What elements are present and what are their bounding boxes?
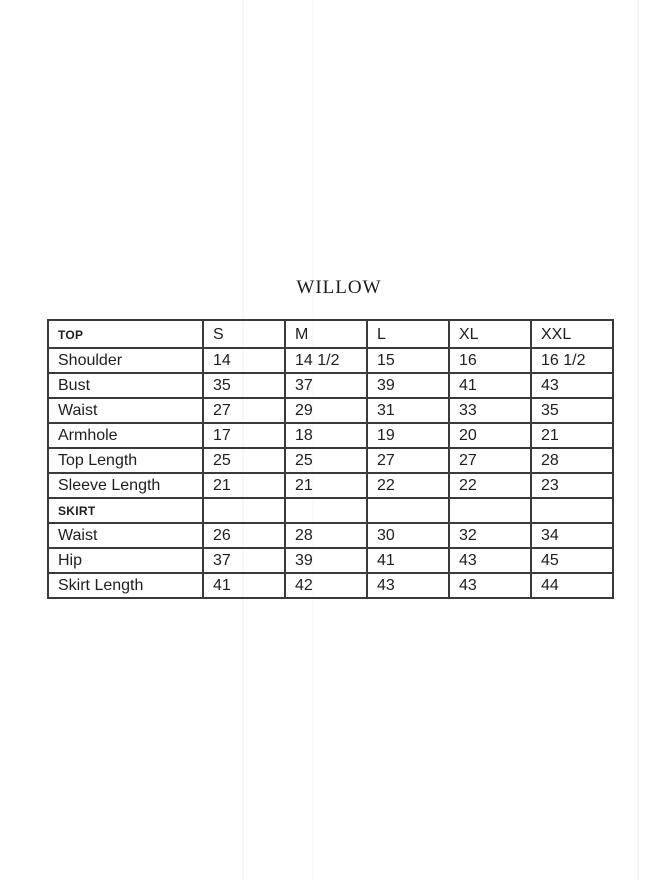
table-row: Shoulder 14 14 1/2 15 16 16 1/2 bbox=[47, 347, 614, 374]
row-label: Top Length bbox=[47, 447, 204, 474]
row-label: Shoulder bbox=[47, 347, 204, 374]
measurement-value-cell: 41 bbox=[202, 572, 286, 599]
section-header-row: SKIRT bbox=[47, 497, 614, 524]
measurement-value-cell: 21 bbox=[530, 422, 614, 449]
measurement-value-cell: 41 bbox=[366, 547, 450, 574]
measurement-value-cell: 25 bbox=[284, 447, 368, 474]
measurement-value-cell: 42 bbox=[284, 572, 368, 599]
measurement-value-cell: 43 bbox=[448, 547, 532, 574]
table-row: Waist 26 28 30 32 34 bbox=[47, 522, 614, 549]
size-column-header: XXL bbox=[530, 319, 614, 349]
measurement-value-cell bbox=[366, 497, 450, 524]
row-label: Bust bbox=[47, 372, 204, 399]
table-row: Bust 35 37 39 41 43 bbox=[47, 372, 614, 399]
size-column-header: S bbox=[202, 319, 286, 349]
measurement-value-cell: 43 bbox=[448, 572, 532, 599]
measurement-value-cell bbox=[448, 497, 532, 524]
measurement-value-cell: 31 bbox=[366, 397, 450, 424]
table-row: Sleeve Length 21 21 22 22 23 bbox=[47, 472, 614, 499]
measurement-value-cell: 16 1/2 bbox=[530, 347, 614, 374]
measurement-value-cell: 35 bbox=[202, 372, 286, 399]
measurement-value-cell: 28 bbox=[284, 522, 368, 549]
measurement-value-cell bbox=[530, 497, 614, 524]
scan-artifact-line bbox=[637, 0, 639, 880]
measurement-value-cell: 39 bbox=[366, 372, 450, 399]
measurement-value-cell bbox=[284, 497, 368, 524]
size-column-header: M bbox=[284, 319, 368, 349]
size-header-row: TOP S M L XL XXL bbox=[47, 319, 614, 349]
row-label: Armhole bbox=[47, 422, 204, 449]
measurement-value-cell: 22 bbox=[366, 472, 450, 499]
table-row: Skirt Length 41 42 43 43 44 bbox=[47, 572, 614, 599]
section-label-top: TOP bbox=[47, 319, 204, 349]
measurement-value-cell: 18 bbox=[284, 422, 368, 449]
row-label: Sleeve Length bbox=[47, 472, 204, 499]
table-row: Armhole 17 18 19 20 21 bbox=[47, 422, 614, 449]
row-label: Waist bbox=[47, 522, 204, 549]
measurement-value-cell: 17 bbox=[202, 422, 286, 449]
table-row: Top Length 25 25 27 27 28 bbox=[47, 447, 614, 474]
measurement-value-cell: 19 bbox=[366, 422, 450, 449]
measurement-value-cell: 22 bbox=[448, 472, 532, 499]
measurement-value-cell: 28 bbox=[530, 447, 614, 474]
section-label-skirt: SKIRT bbox=[47, 497, 204, 524]
table-row: Hip 37 39 41 43 45 bbox=[47, 547, 614, 574]
measurement-value-cell: 20 bbox=[448, 422, 532, 449]
measurement-value-cell: 21 bbox=[284, 472, 368, 499]
measurement-value-cell: 15 bbox=[366, 347, 450, 374]
row-label: Waist bbox=[47, 397, 204, 424]
measurement-value-cell: 29 bbox=[284, 397, 368, 424]
measurement-value-cell: 14 bbox=[202, 347, 286, 374]
measurement-value-cell: 27 bbox=[202, 397, 286, 424]
page-title: WILLOW bbox=[296, 277, 382, 298]
measurement-value-cell: 21 bbox=[202, 472, 286, 499]
row-label: Hip bbox=[47, 547, 204, 574]
measurement-value-cell: 37 bbox=[202, 547, 286, 574]
measurement-value-cell: 44 bbox=[530, 572, 614, 599]
measurement-value-cell: 14 1/2 bbox=[284, 347, 368, 374]
size-column-header: L bbox=[366, 319, 450, 349]
row-label: Skirt Length bbox=[47, 572, 204, 599]
measurement-value-cell: 26 bbox=[202, 522, 286, 549]
size-column-header: XL bbox=[448, 319, 532, 349]
measurement-value-cell: 27 bbox=[366, 447, 450, 474]
measurement-value-cell bbox=[202, 497, 286, 524]
measurement-value-cell: 27 bbox=[448, 447, 532, 474]
measurement-value-cell: 41 bbox=[448, 372, 532, 399]
measurement-value-cell: 34 bbox=[530, 522, 614, 549]
measurement-value-cell: 39 bbox=[284, 547, 368, 574]
measurement-value-cell: 45 bbox=[530, 547, 614, 574]
size-table-body: Shoulder 14 14 1/2 15 16 16 1/2 Bust 35 37 39 41 43… bbox=[47, 347, 614, 599]
measurement-value-cell: 37 bbox=[284, 372, 368, 399]
measurement-value-cell: 25 bbox=[202, 447, 286, 474]
measurement-value-cell: 33 bbox=[448, 397, 532, 424]
measurement-value-cell: 35 bbox=[530, 397, 614, 424]
measurement-value-cell: 23 bbox=[530, 472, 614, 499]
measurement-value-cell: 43 bbox=[366, 572, 450, 599]
measurement-value-cell: 16 bbox=[448, 347, 532, 374]
size-chart-table: TOP S M L XL XXL Shoulder 14 14 1/2 15 16 16 … bbox=[47, 319, 614, 599]
measurement-value-cell: 32 bbox=[448, 522, 532, 549]
measurement-value-cell: 43 bbox=[530, 372, 614, 399]
table-row: Waist 27 29 31 33 35 bbox=[47, 397, 614, 424]
measurement-value-cell: 30 bbox=[366, 522, 450, 549]
